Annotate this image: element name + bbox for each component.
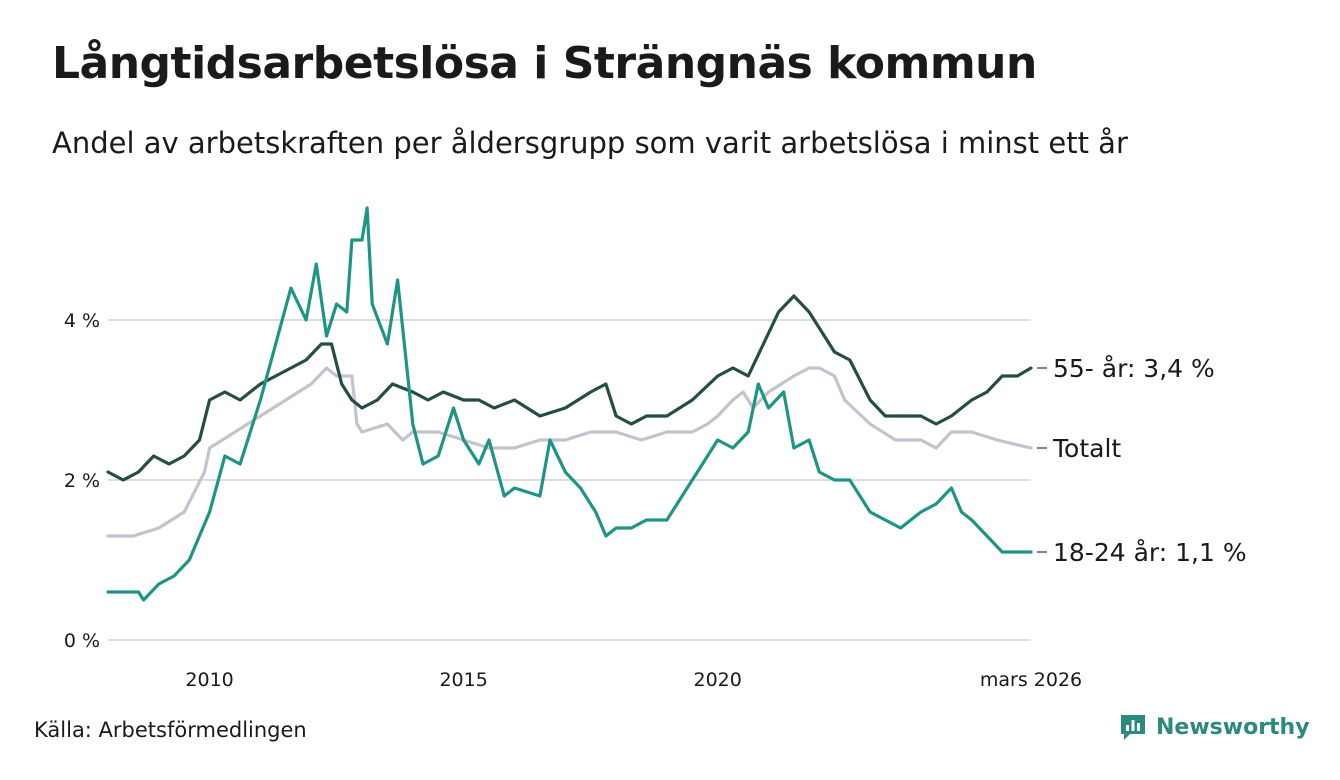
newsworthy-logo-icon — [1121, 715, 1145, 740]
end-label-55: 55- år: 3,4 % — [1053, 354, 1215, 383]
y-tick-label: 0 % — [64, 630, 100, 652]
series-line-totalt — [106, 366, 1033, 538]
gridlines — [108, 319, 1031, 641]
x-tick-label: 2020 — [693, 669, 741, 691]
y-axis-ticks: 0 % 2 % 4 % — [64, 310, 100, 652]
y-tick-label: 2 % — [64, 470, 100, 492]
source-note: Källa: Arbetsförmedlingen — [34, 718, 307, 742]
x-tick-label: mars 2026 — [980, 669, 1082, 691]
brand-name: Newsworthy — [1156, 714, 1310, 740]
series-line-55 — [106, 294, 1033, 482]
y-tick-label: 4 % — [64, 310, 100, 332]
series-lines — [106, 206, 1033, 602]
end-label-totalt: Totalt — [1052, 434, 1121, 463]
series-line-18-24 — [106, 206, 1033, 602]
end-label-18-24: 18-24 år: 1,1 % — [1053, 538, 1247, 567]
x-axis-ticks: 2010 2015 2020 mars 2026 — [185, 669, 1082, 691]
x-tick-label: 2015 — [439, 669, 487, 691]
brand-logo[interactable]: Newsworthy — [1118, 712, 1310, 742]
chart-subtitle: Andel av arbetskraften per åldersgrupp s… — [52, 126, 1128, 160]
chart-title: Långtidsarbetslösa i Strängnäs kommun — [52, 38, 1037, 89]
x-tick-label: 2010 — [185, 669, 233, 691]
end-labels: Totalt 55- år: 3,4 % 18-24 år: 1,1 % — [1037, 354, 1247, 567]
